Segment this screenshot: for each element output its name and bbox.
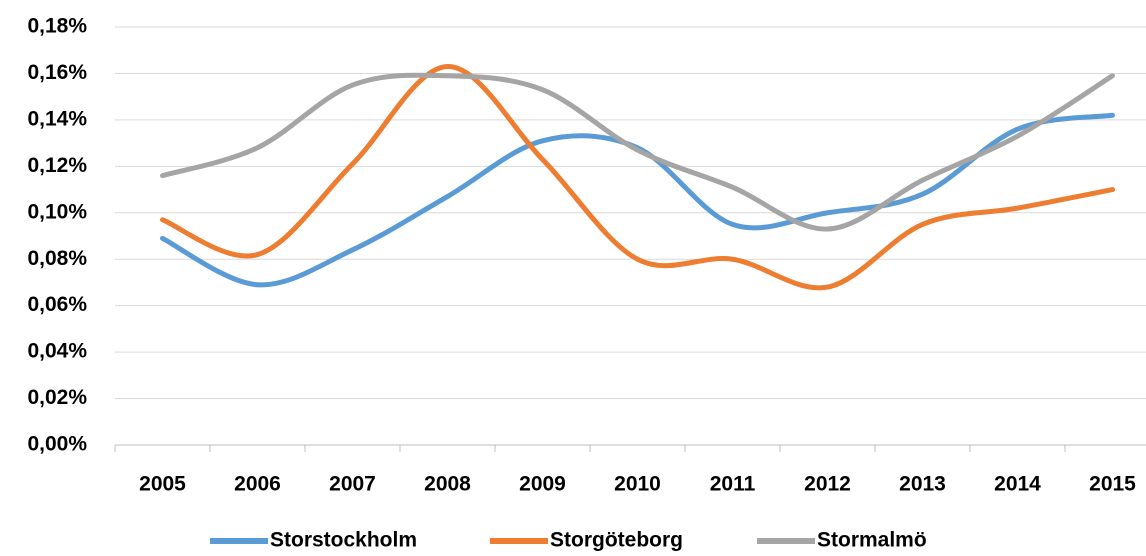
x-tick-label: 2012 bbox=[804, 473, 851, 496]
x-tick-label: 2015 bbox=[1089, 473, 1136, 496]
y-tick-label: 0,18% bbox=[27, 15, 87, 38]
x-tick-label: 2007 bbox=[329, 473, 376, 496]
y-tick-label: 0,02% bbox=[27, 386, 87, 409]
x-tick-label: 2009 bbox=[519, 473, 566, 496]
x-tick-label: 2006 bbox=[234, 473, 281, 496]
legend-label: Storstockholm bbox=[270, 529, 417, 552]
y-tick-label: 0,10% bbox=[27, 200, 87, 223]
y-tick-label: 0,08% bbox=[27, 247, 87, 270]
legend-label: Stormalmö bbox=[817, 529, 927, 552]
series-line bbox=[160, 63, 1115, 291]
x-tick-label: 2013 bbox=[899, 473, 946, 496]
y-tick-label: 0,04% bbox=[27, 340, 87, 363]
x-tick-label: 2008 bbox=[424, 473, 471, 496]
x-tick-label: 2014 bbox=[994, 473, 1041, 496]
y-tick-label: 0,16% bbox=[27, 61, 87, 84]
legend-label: Storgöteborg bbox=[550, 529, 683, 552]
x-tick-label: 2011 bbox=[710, 473, 756, 496]
y-tick-label: 0,06% bbox=[27, 293, 87, 316]
x-tick-label: 2005 bbox=[139, 473, 186, 496]
series-line bbox=[160, 72, 1115, 232]
y-tick-label: 0,00% bbox=[27, 433, 87, 456]
y-tick-label: 0,12% bbox=[27, 154, 87, 177]
y-tick-label: 0,14% bbox=[27, 107, 87, 130]
x-tick-label: 2010 bbox=[614, 473, 661, 496]
